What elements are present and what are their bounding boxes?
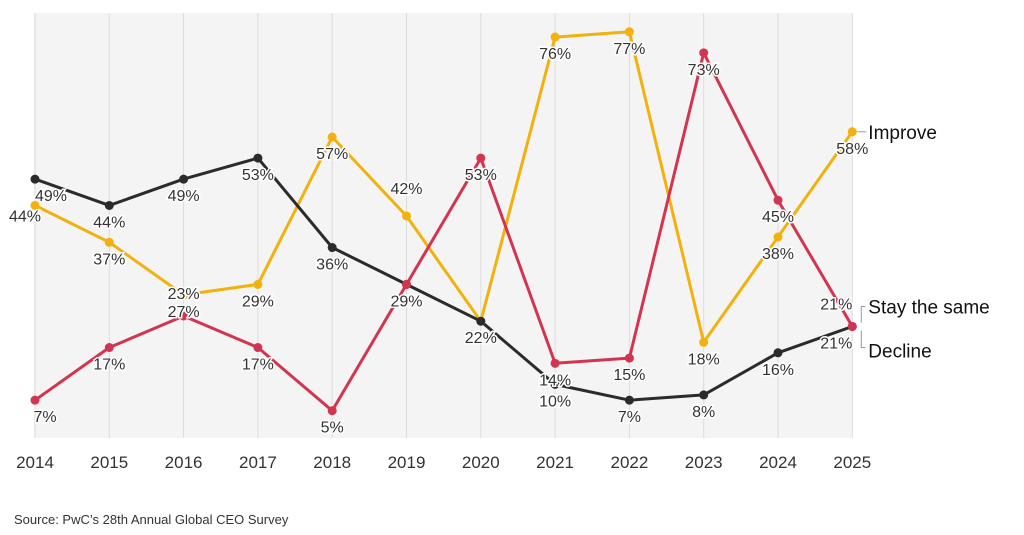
- data-label-stay-the-same: 21%: [820, 335, 852, 352]
- data-point-decline: [550, 358, 560, 368]
- data-label-decline: 29%: [390, 293, 422, 310]
- x-tick-label: 2023: [685, 453, 723, 472]
- plot-background: [34, 13, 852, 438]
- x-axis-ticks: 2014 2015 2016 2017 2018 2019 2020 2021 2022 2023…: [16, 453, 871, 472]
- data-label-decline: 17%: [93, 357, 125, 374]
- data-point-stay-the-same: [624, 395, 634, 405]
- data-label-stay-the-same: 16%: [762, 362, 794, 379]
- data-label-stay-the-same: 49%: [35, 188, 67, 205]
- legend-bracket: [860, 305, 866, 348]
- data-label-stay-the-same: 8%: [692, 404, 715, 421]
- x-tick-label: 2019: [388, 453, 426, 472]
- data-point-improve: [30, 200, 40, 210]
- data-label-improve: 76%: [539, 46, 571, 63]
- data-point-decline: [847, 321, 857, 331]
- data-label-improve: 58%: [836, 141, 868, 158]
- data-label-stay-the-same: 44%: [93, 214, 125, 231]
- data-point-decline: [624, 353, 634, 363]
- data-label-improve: 18%: [688, 351, 720, 368]
- data-point-decline: [104, 343, 114, 353]
- data-labels: 44% 37% 27% 29% 57% 42% 22% 76% 77% 18% 38% 58% 49% 4…: [7, 39, 869, 438]
- series-lines: [34, 30, 854, 413]
- data-point-stay-the-same: [327, 243, 337, 253]
- x-tick-label: 2022: [610, 453, 648, 472]
- data-point-improve: [550, 32, 560, 42]
- x-tick-label: 2025: [833, 453, 871, 472]
- data-label-improve: 57%: [316, 146, 348, 163]
- data-label-decline: 15%: [613, 367, 645, 384]
- data-point-improve: [104, 237, 114, 247]
- data-label-stay-the-same: 10%: [539, 393, 571, 410]
- data-label-stay-the-same: 49%: [168, 188, 200, 205]
- data-label-improve: 37%: [93, 251, 125, 268]
- data-point-decline: [402, 279, 411, 289]
- data-label-stay-the-same: 22%: [465, 330, 497, 347]
- gridlines: [34, 13, 853, 438]
- x-tick-label: 2018: [313, 453, 351, 472]
- data-label-stay-the-same: 53%: [242, 167, 274, 184]
- series-points: [30, 27, 857, 416]
- data-point-improve: [699, 337, 709, 347]
- data-point-decline: [773, 195, 783, 205]
- data-point-decline: [30, 395, 40, 405]
- data-label-improve: 44%: [9, 208, 41, 225]
- data-point-improve: [847, 127, 857, 137]
- legend-label-improve: Improve: [868, 123, 937, 144]
- data-point-improve: [327, 132, 337, 142]
- x-tick-label: 2020: [462, 453, 500, 472]
- data-label-improve: 38%: [762, 246, 794, 263]
- x-tick-label: 2016: [165, 453, 203, 472]
- data-label-decline: 23%: [168, 286, 200, 303]
- data-point-stay-the-same: [699, 390, 709, 400]
- data-point-decline: [476, 153, 486, 163]
- data-label-decline: 5%: [321, 420, 344, 437]
- data-label-improve: 42%: [390, 181, 422, 198]
- data-label-improve: 27%: [168, 304, 200, 321]
- data-label-decline: 21%: [820, 296, 852, 313]
- data-label-decline: 53%: [465, 167, 497, 184]
- data-point-stay-the-same: [30, 174, 40, 184]
- data-point-improve: [624, 27, 634, 37]
- data-point-improve: [253, 279, 263, 289]
- data-point-improve: [179, 290, 189, 300]
- data-label-decline: 7%: [33, 409, 56, 426]
- data-label-stay-the-same: 29%: [390, 293, 422, 310]
- data-label-decline: 14%: [539, 372, 571, 389]
- data-label-stay-the-same: 7%: [618, 409, 641, 426]
- legend-label-decline: Decline: [868, 341, 931, 362]
- data-point-decline: [179, 311, 189, 321]
- series-line-improve: [34, 30, 854, 344]
- x-tick-label: 2015: [90, 453, 128, 472]
- data-label-improve: 29%: [242, 293, 274, 310]
- data-point-decline: [327, 406, 337, 416]
- x-tick-label: 2024: [759, 453, 797, 472]
- data-point-decline: [253, 343, 263, 353]
- legend-label-stay-the-same: Stay the same: [868, 297, 989, 318]
- source-note: Source: PwC’s 28th Annual Global CEO Sur…: [14, 512, 289, 527]
- data-label-decline: 45%: [762, 209, 794, 226]
- series-line-stay-the-same: [34, 156, 853, 402]
- legend: Improve Stay the same Decline: [857, 123, 990, 362]
- data-point-stay-the-same: [104, 200, 114, 210]
- data-label-decline: 17%: [242, 357, 274, 374]
- data-point-stay-the-same: [550, 379, 560, 389]
- x-tick-label: 2021: [536, 453, 574, 472]
- data-point-stay-the-same: [476, 316, 486, 326]
- data-point-stay-the-same: [179, 174, 189, 184]
- data-point-decline: [699, 48, 709, 58]
- series-line-decline: [34, 51, 854, 413]
- data-label-improve: 77%: [613, 41, 645, 58]
- x-tick-label: 2014: [16, 453, 54, 472]
- data-point-stay-the-same: [773, 348, 783, 358]
- data-point-stay-the-same: [253, 153, 263, 163]
- data-point-improve: [773, 232, 783, 242]
- x-tick-label: 2017: [239, 453, 277, 472]
- data-label-stay-the-same: 36%: [316, 257, 348, 274]
- data-point-improve: [402, 211, 411, 221]
- data-label-decline: 73%: [688, 62, 720, 79]
- data-label-improve: 22%: [465, 330, 497, 347]
